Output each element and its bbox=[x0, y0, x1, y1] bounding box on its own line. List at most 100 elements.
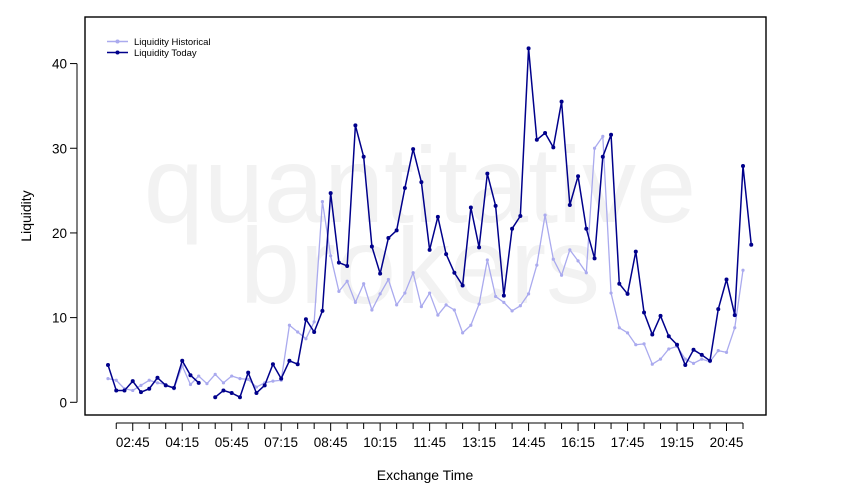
data-point bbox=[378, 292, 382, 296]
data-point bbox=[246, 370, 251, 375]
data-point bbox=[197, 374, 201, 378]
data-point bbox=[435, 214, 440, 219]
data-point bbox=[650, 362, 654, 366]
data-point bbox=[221, 388, 226, 393]
y-tick-label: 10 bbox=[52, 311, 67, 326]
data-point bbox=[188, 373, 193, 378]
data-point bbox=[584, 271, 588, 275]
data-point bbox=[230, 374, 234, 378]
data-point bbox=[304, 337, 308, 341]
data-point bbox=[526, 292, 531, 296]
legend-marker-historical bbox=[115, 39, 120, 44]
data-point bbox=[270, 362, 275, 367]
data-point bbox=[592, 146, 597, 150]
data-point bbox=[106, 363, 110, 368]
data-point bbox=[320, 200, 325, 204]
data-point bbox=[444, 252, 449, 257]
series-today bbox=[106, 46, 754, 400]
data-point bbox=[287, 323, 292, 327]
data-point bbox=[567, 202, 572, 207]
series-layer bbox=[106, 46, 754, 400]
data-point bbox=[411, 147, 416, 152]
data-point bbox=[741, 268, 745, 272]
data-point bbox=[254, 385, 259, 389]
data-point bbox=[477, 245, 482, 250]
data-point bbox=[452, 270, 457, 275]
data-point bbox=[477, 302, 481, 306]
data-point bbox=[609, 132, 614, 137]
data-point bbox=[147, 378, 151, 382]
data-point bbox=[130, 379, 135, 384]
data-point bbox=[658, 313, 663, 318]
data-point bbox=[650, 332, 655, 337]
data-point bbox=[238, 376, 242, 381]
data-point bbox=[361, 154, 366, 159]
data-point bbox=[609, 291, 613, 295]
data-point bbox=[386, 277, 390, 282]
data-point bbox=[708, 358, 713, 363]
data-point bbox=[213, 395, 218, 400]
data-point bbox=[667, 347, 671, 351]
x-tick-label: 20:45 bbox=[710, 435, 744, 450]
data-point bbox=[691, 361, 696, 365]
data-point bbox=[362, 282, 366, 286]
data-point bbox=[485, 258, 489, 262]
data-point bbox=[691, 347, 696, 352]
series-line bbox=[214, 47, 752, 398]
data-point bbox=[436, 313, 440, 317]
data-point bbox=[378, 271, 383, 276]
data-point bbox=[205, 382, 209, 386]
y-axis-title: Liquidity bbox=[18, 190, 34, 241]
data-point bbox=[262, 383, 267, 388]
data-point bbox=[122, 388, 127, 393]
x-tick-label: 04:15 bbox=[165, 435, 199, 450]
data-point bbox=[683, 363, 688, 368]
data-point bbox=[749, 242, 754, 247]
data-point bbox=[196, 380, 201, 385]
data-point bbox=[617, 281, 622, 286]
data-point bbox=[543, 131, 548, 136]
data-point bbox=[312, 320, 316, 324]
data-point bbox=[675, 342, 680, 347]
legend-label-historical: Liquidity Historical bbox=[134, 37, 211, 48]
data-point bbox=[287, 358, 292, 363]
x-tick-label: 19:15 bbox=[660, 435, 694, 450]
data-point bbox=[188, 382, 193, 387]
data-point bbox=[370, 308, 374, 312]
data-point bbox=[155, 375, 160, 380]
data-point bbox=[493, 203, 498, 208]
data-point bbox=[337, 289, 341, 293]
data-point bbox=[518, 214, 523, 218]
data-point bbox=[229, 390, 234, 395]
data-point bbox=[163, 383, 168, 388]
data-point bbox=[171, 385, 176, 390]
legend-label-today: Liquidity Today bbox=[134, 48, 197, 59]
x-tick-label: 16:15 bbox=[561, 435, 595, 450]
data-point bbox=[576, 174, 581, 179]
data-point bbox=[617, 326, 621, 330]
data-point bbox=[699, 352, 704, 357]
data-point bbox=[501, 293, 506, 298]
data-point bbox=[683, 357, 687, 361]
data-point bbox=[221, 381, 226, 385]
data-point bbox=[551, 145, 556, 150]
data-point bbox=[353, 123, 358, 128]
data-point bbox=[246, 377, 250, 382]
x-tick-label: 11:45 bbox=[413, 435, 446, 450]
data-point bbox=[345, 263, 350, 268]
y-tick-label: 40 bbox=[52, 57, 67, 72]
data-point bbox=[386, 236, 391, 241]
data-point bbox=[559, 273, 564, 277]
data-point bbox=[494, 294, 498, 299]
data-point bbox=[634, 343, 638, 347]
data-point bbox=[559, 99, 564, 104]
data-point bbox=[353, 300, 357, 304]
data-point bbox=[296, 330, 300, 334]
y-tick-label: 30 bbox=[52, 141, 67, 156]
data-point bbox=[303, 317, 308, 322]
data-point bbox=[658, 357, 663, 361]
data-point bbox=[716, 307, 721, 312]
y-tick-label: 0 bbox=[59, 395, 67, 410]
data-point bbox=[114, 378, 118, 382]
